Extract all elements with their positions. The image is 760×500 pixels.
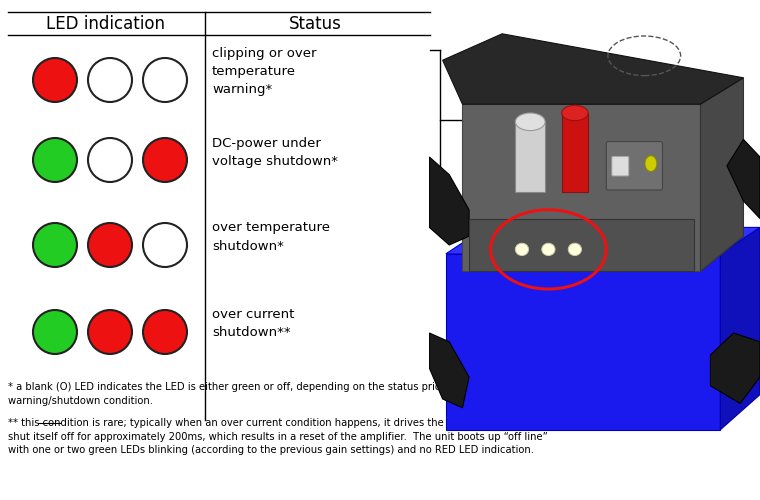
Text: clipping or over
temperature
warning*: clipping or over temperature warning* <box>212 48 316 96</box>
Circle shape <box>143 138 187 182</box>
Circle shape <box>88 223 132 267</box>
Text: over current
shutdown**: over current shutdown** <box>212 308 294 340</box>
Polygon shape <box>515 122 545 192</box>
Circle shape <box>88 138 132 182</box>
Circle shape <box>143 310 187 354</box>
Polygon shape <box>711 333 760 404</box>
Text: * a blank (O) LED indicates the LED is either green or off, depending on the sta: * a blank (O) LED indicates the LED is e… <box>8 382 477 406</box>
Circle shape <box>143 223 187 267</box>
Text: ** this condition is rare; typically when an over current condition happens, it : ** this condition is rare; typically whe… <box>8 418 548 455</box>
Polygon shape <box>727 140 760 218</box>
Circle shape <box>33 58 77 102</box>
Circle shape <box>143 58 187 102</box>
Polygon shape <box>429 157 469 245</box>
Polygon shape <box>462 104 701 272</box>
Polygon shape <box>442 34 743 104</box>
Ellipse shape <box>515 243 528 256</box>
Circle shape <box>88 310 132 354</box>
Ellipse shape <box>562 106 588 120</box>
Ellipse shape <box>515 113 545 130</box>
Ellipse shape <box>568 243 581 256</box>
FancyBboxPatch shape <box>606 142 663 190</box>
FancyBboxPatch shape <box>612 156 629 176</box>
Circle shape <box>88 58 132 102</box>
Text: over temperature
shutdown*: over temperature shutdown* <box>212 222 330 252</box>
Polygon shape <box>562 113 588 192</box>
Text: LED indication: LED indication <box>46 15 164 33</box>
Polygon shape <box>720 228 760 430</box>
Circle shape <box>33 310 77 354</box>
Polygon shape <box>701 78 743 272</box>
Circle shape <box>33 223 77 267</box>
Polygon shape <box>446 228 760 254</box>
Text: DC-power under
voltage shutdown*: DC-power under voltage shutdown* <box>212 136 338 168</box>
Polygon shape <box>469 218 694 272</box>
Circle shape <box>645 156 657 172</box>
Text: Status: Status <box>289 15 341 33</box>
Polygon shape <box>446 254 720 430</box>
Ellipse shape <box>542 243 555 256</box>
Polygon shape <box>429 333 469 408</box>
Circle shape <box>33 138 77 182</box>
